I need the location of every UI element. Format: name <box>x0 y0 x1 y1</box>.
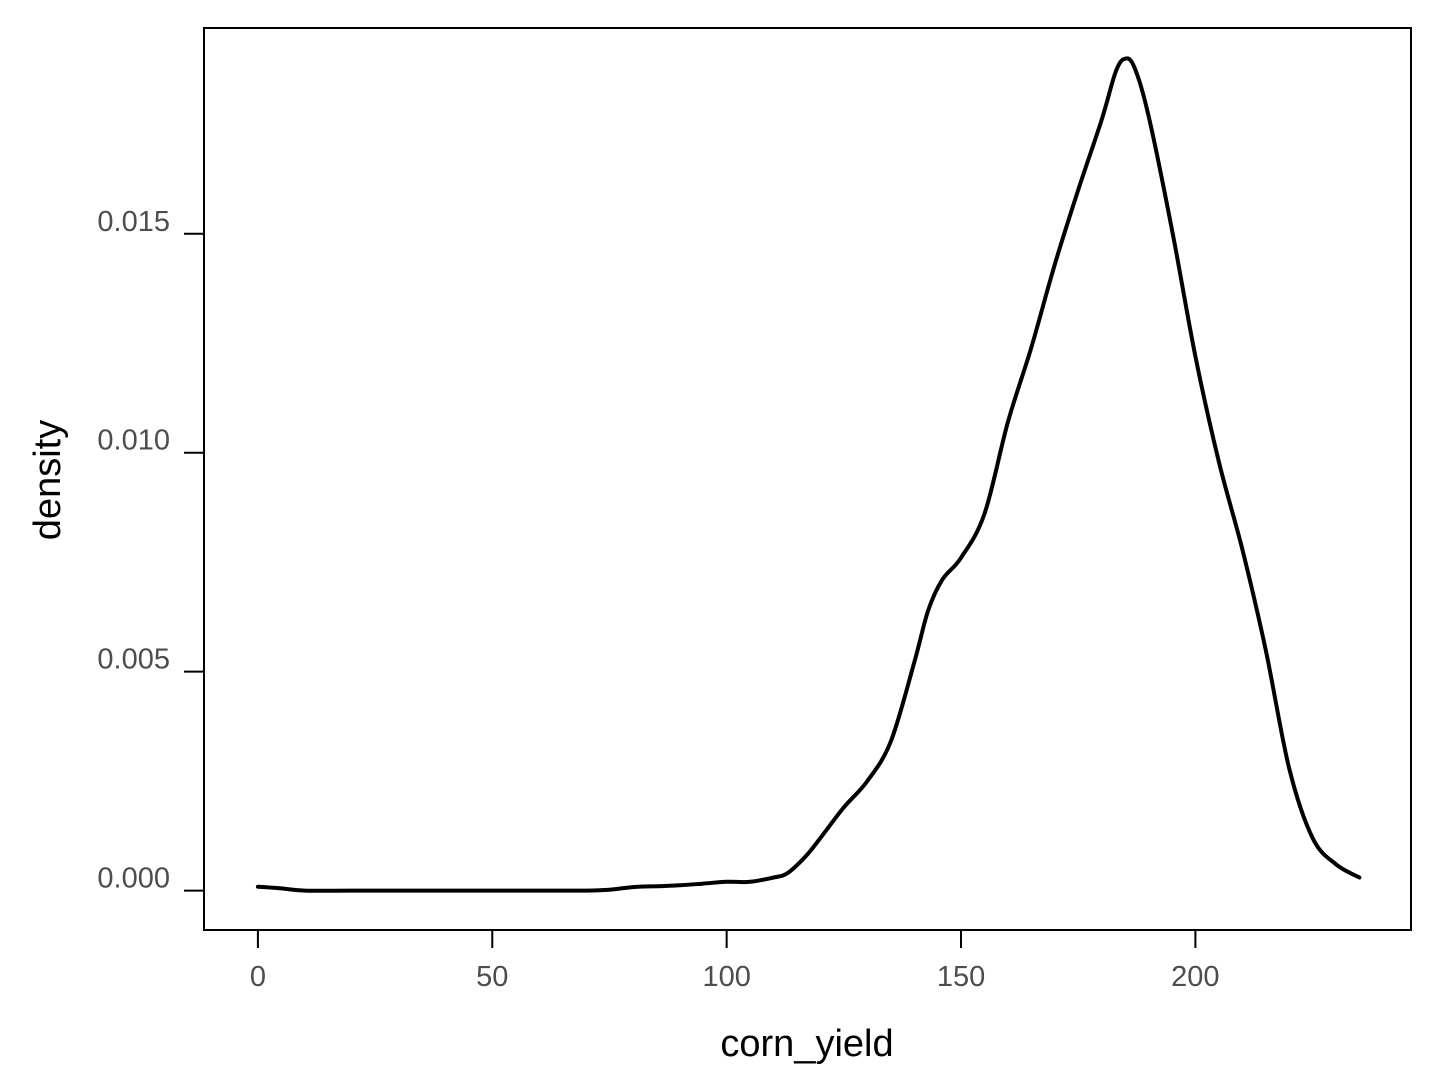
x-axis-title: corn_yield <box>720 1023 893 1065</box>
x-tick-label: 0 <box>250 961 266 993</box>
y-tick-label: 0.000 <box>97 863 170 895</box>
density-curve <box>255 56 1362 893</box>
y-axis-title: density <box>27 420 69 540</box>
x-tick-label: 100 <box>702 961 750 993</box>
x-tick-label: 200 <box>1171 961 1219 993</box>
y-axis: 0.000 0.005 0.010 0.015 <box>97 206 204 895</box>
y-tick-label: 0.005 <box>97 644 170 676</box>
plot-frame <box>203 27 1412 931</box>
x-tick-label: 50 <box>476 961 508 993</box>
x-axis: 0 50 100 150 200 <box>250 930 1220 993</box>
y-tick-label: 0.010 <box>97 425 170 457</box>
x-tick-label: 150 <box>937 961 985 993</box>
y-tick-label: 0.015 <box>97 206 170 238</box>
